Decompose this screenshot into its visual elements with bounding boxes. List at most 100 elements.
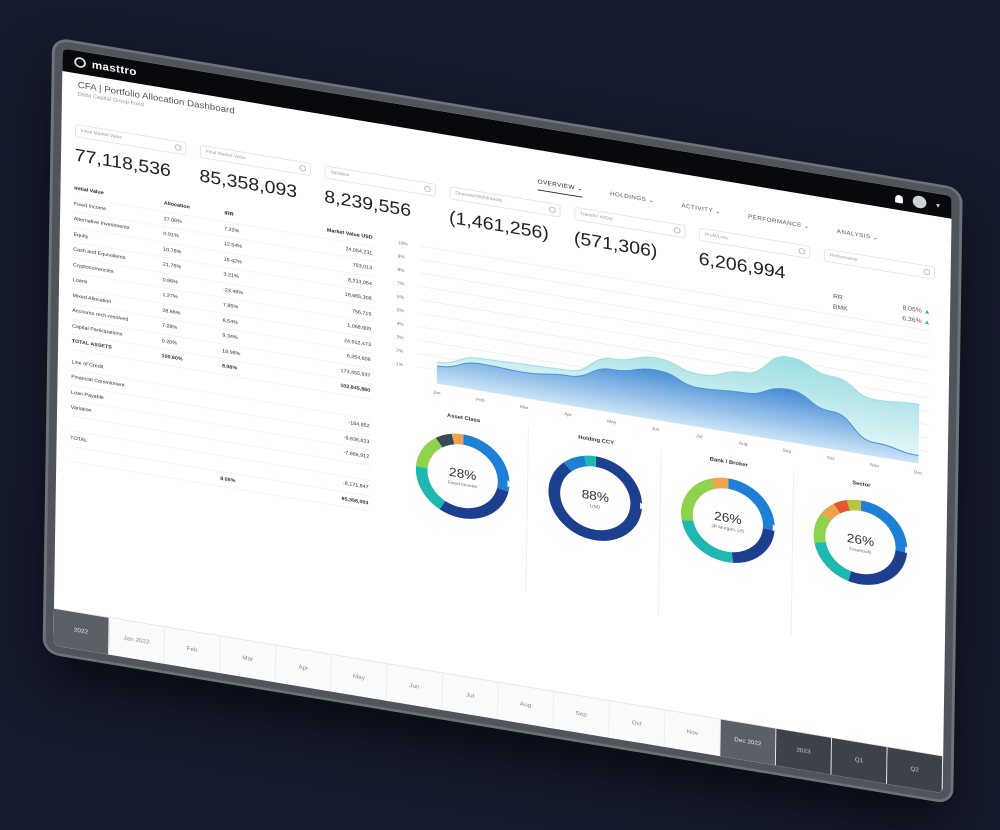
donut-pointer-icon <box>507 480 513 488</box>
month-tab[interactable]: Q1 <box>831 738 888 784</box>
month-tab[interactable]: Jul <box>442 673 499 720</box>
tab-analysis[interactable]: ANALYSIS ⌄ <box>836 228 879 242</box>
y-tick-label: 9% <box>398 254 405 260</box>
donut-segment <box>681 520 734 563</box>
month-tab[interactable]: Dec 2022 <box>720 719 777 766</box>
donut-segment <box>451 433 464 445</box>
table-cell <box>160 438 220 448</box>
tab-overview[interactable]: OVERVIEW ⌄ <box>537 177 583 198</box>
donut-segment <box>833 500 851 514</box>
x-tick-label: Apr <box>564 411 572 417</box>
month-tab[interactable]: 2022 <box>53 608 110 655</box>
donut-segment <box>416 437 443 469</box>
donut-label: USD <box>590 503 601 509</box>
x-tick-label: Mar <box>520 404 529 410</box>
donut-segment <box>846 499 862 511</box>
chevron-down-icon[interactable]: ▾ <box>936 200 941 210</box>
month-tab[interactable]: Oct <box>609 701 666 747</box>
x-tick-label: Feb <box>476 397 485 403</box>
month-tab[interactable]: Feb <box>164 627 221 674</box>
donut-segment <box>462 434 510 492</box>
bell-icon[interactable] <box>895 194 904 204</box>
donut-percent: 28% <box>449 464 477 483</box>
series-line <box>437 362 919 456</box>
table-cell <box>160 453 220 463</box>
month-tab[interactable]: Aug <box>497 682 555 729</box>
donut-percent: 88% <box>582 486 610 505</box>
metric-final-market-value: Final Market Value 85,358,093 <box>199 144 312 205</box>
donut-segment <box>860 500 908 553</box>
donut-segment <box>821 503 841 521</box>
table-cell <box>161 392 221 402</box>
tab-holdings[interactable]: HOLDINGS ⌄ <box>609 190 655 205</box>
performance-area-chart[interactable]: 1% 2% 3% 4% 5% 6% 7% 8% 9% 10% Jan Feb Mar Apr May Jun J… <box>394 237 939 484</box>
x-tick-label: Aug <box>739 440 748 446</box>
donut-chart[interactable]: 26%JP Morgan, US <box>674 463 783 577</box>
donut-asset-class[interactable]: Asset Class 28% Fixed Income <box>396 405 529 593</box>
grid-line <box>419 258 931 345</box>
donut-chart[interactable]: 88%USD <box>541 441 650 555</box>
table-cell <box>161 377 221 387</box>
month-tab[interactable]: Apr <box>275 645 332 692</box>
month-tab[interactable]: 2023 <box>775 728 833 775</box>
x-tick-label: May <box>607 419 617 425</box>
metric-variation: Variation 8,239,556 <box>324 165 436 225</box>
donut-segment <box>728 478 775 531</box>
donut-holding-ccy[interactable]: Holding CCY 88% USD <box>529 427 662 615</box>
donut-sector[interactable]: Sector 26% Financials <box>794 471 925 658</box>
month-tab[interactable]: May <box>331 654 388 701</box>
month-tab[interactable]: Sep <box>553 691 610 738</box>
grid-line <box>418 299 930 385</box>
month-tab[interactable]: Jan 2022 <box>108 617 166 664</box>
donut-segment <box>415 465 446 510</box>
donut-segment <box>439 487 509 519</box>
month-tab[interactable]: Nov <box>664 710 721 757</box>
donut-segment <box>813 513 832 543</box>
donut-bank-broker[interactable]: Bank / Broker 26% JP Morgan, US <box>661 449 795 637</box>
donut-label: Fixed Income <box>448 480 478 490</box>
y-tick-label: 5% <box>397 307 404 313</box>
table-cell <box>222 387 282 397</box>
donut-segment <box>681 478 716 521</box>
metric-transfer-in-out: Transfer In/Out (571,306) <box>574 206 686 267</box>
y-tick-label: 2% <box>396 348 403 354</box>
brand-name: masttro <box>91 58 137 79</box>
donut-chart[interactable]: 28%Fixed Income <box>408 419 517 533</box>
allocation-table: Initial Value Allocation IRR Market Valu… <box>69 181 375 512</box>
donut-pointer-icon <box>905 546 911 554</box>
y-tick-label: 8% <box>397 267 404 273</box>
series-line <box>437 356 920 405</box>
month-tab[interactable]: Q2 <box>887 747 944 794</box>
tab-activity[interactable]: ACTIVITY ⌄ <box>681 202 721 216</box>
metric-select[interactable]: Performance <box>823 248 936 280</box>
donut-hole <box>826 511 895 574</box>
donut-segment <box>731 527 775 563</box>
month-tab[interactable]: Jun <box>386 664 443 711</box>
donut-chart[interactable]: 26%Financials <box>806 485 915 599</box>
donut-pointer-icon <box>772 524 778 532</box>
avatar[interactable] <box>912 194 927 210</box>
donut-segment <box>711 477 729 489</box>
donut-hole <box>428 445 497 508</box>
table-cell <box>161 407 221 417</box>
y-tick-label: 6% <box>397 294 404 300</box>
donut-hole <box>693 489 763 552</box>
donut-segment <box>435 433 455 448</box>
table-cell <box>221 402 281 412</box>
donut-percent: 26% <box>714 509 742 528</box>
donut-label: JP Morgan, US <box>711 523 744 533</box>
x-tick-label: Dec <box>914 470 923 476</box>
donut-segment <box>584 455 596 467</box>
y-tick-label: 3% <box>396 334 403 340</box>
month-tab[interactable]: Mar <box>220 636 277 683</box>
donut-percent: 26% <box>847 531 875 550</box>
donut-segment <box>563 455 588 472</box>
grid-line <box>419 245 931 332</box>
metric-initial-market-value: Initial Market Value 77,118,536 <box>75 123 187 184</box>
table-cell <box>221 448 281 458</box>
y-tick-label: 10% <box>398 240 408 246</box>
dashboard-screen: masttro ▾ CFA | Portfolio Allocation Das… <box>53 48 952 794</box>
arrow-up-icon: ▲ <box>923 308 931 316</box>
donut-hole <box>561 467 630 530</box>
metric-performance: Performance <box>823 248 936 280</box>
